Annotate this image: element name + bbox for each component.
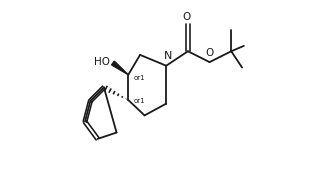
Text: HO: HO: [94, 57, 110, 67]
Text: or1: or1: [133, 98, 145, 104]
Text: O: O: [183, 12, 191, 22]
Polygon shape: [112, 61, 128, 75]
Text: N: N: [163, 51, 172, 61]
Text: O: O: [205, 48, 214, 58]
Text: or1: or1: [133, 75, 145, 81]
